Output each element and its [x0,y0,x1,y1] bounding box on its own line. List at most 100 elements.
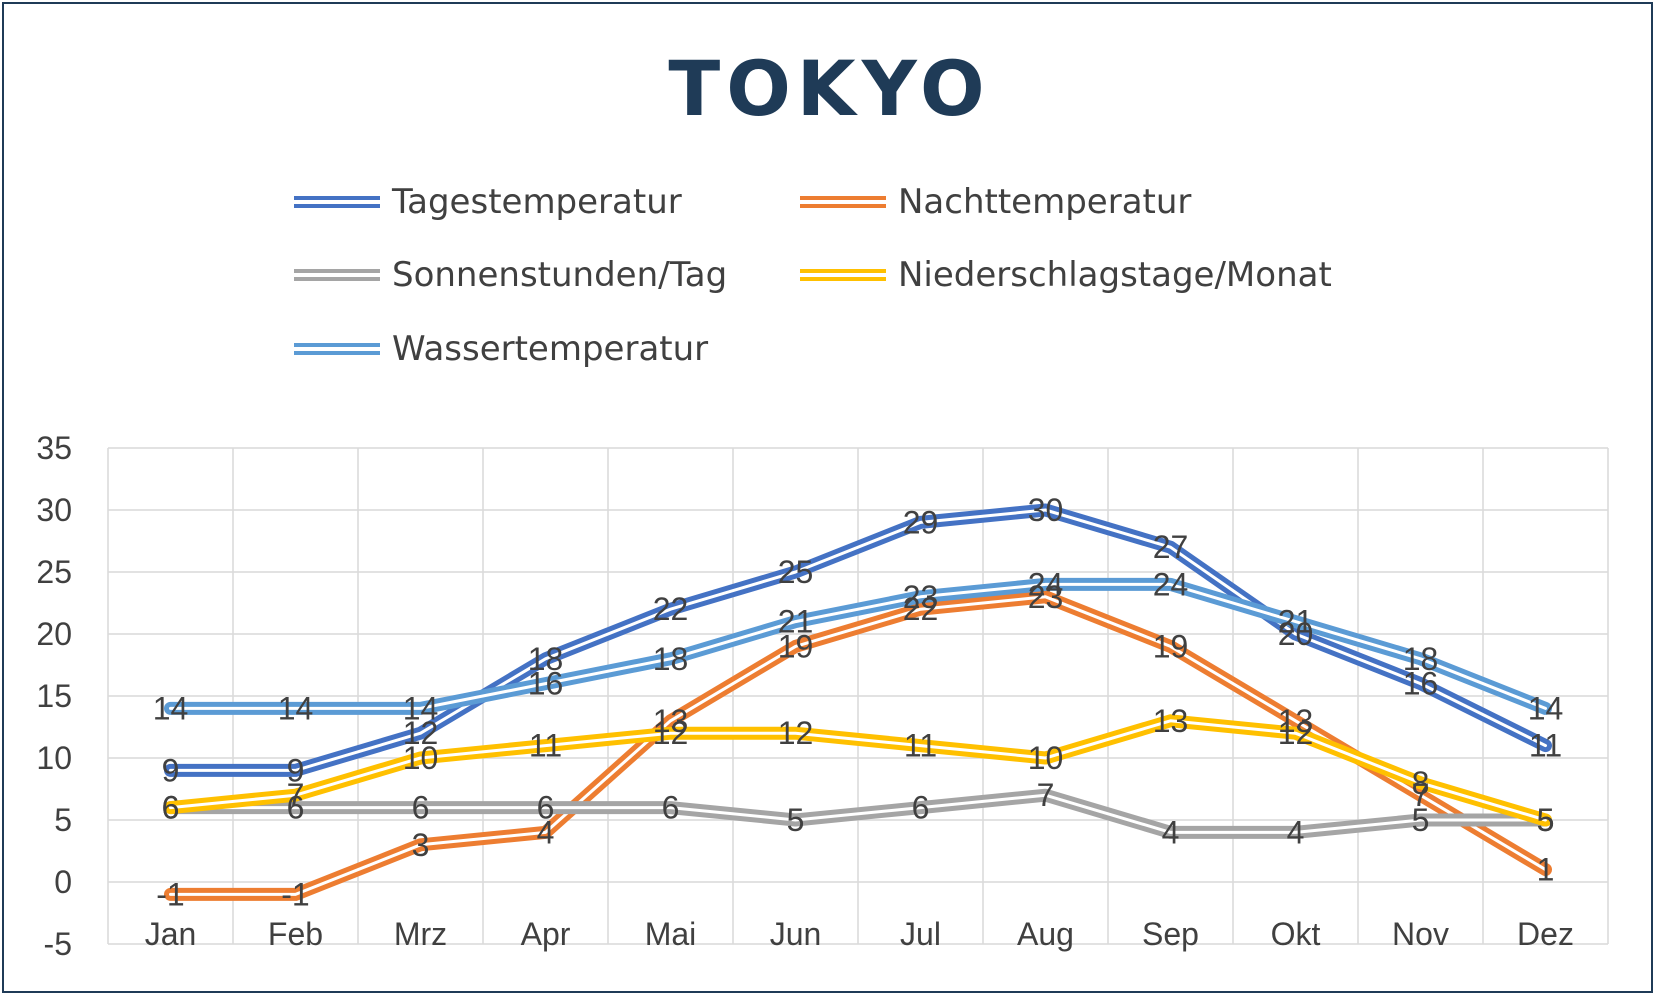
data-label: -1 [281,876,309,912]
y-tick-label: -5 [44,926,72,962]
legend-item-wassertemperatur: Wassertemperatur [294,329,708,369]
series-line-inner-tagestemperatur [169,508,1547,772]
data-label: 3 [412,827,430,863]
data-label: 13 [653,703,689,739]
data-label: 22 [903,591,939,627]
data-label: 16 [1403,666,1439,702]
data-label: 12 [403,715,439,751]
legend-item-niederschlagstage: Niederschlagstage/Monat [800,255,1332,295]
data-label: 10 [1028,740,1064,776]
data-label: 23 [903,579,939,615]
data-label: 11 [904,728,937,764]
data-label: 10 [403,740,439,776]
data-label: 21 [1278,604,1314,640]
data-label: 6 [162,790,180,826]
x-tick-label: Aug [1017,916,1074,952]
data-label: 19 [1153,628,1189,664]
legend-item-sonnenstunden: Sonnenstunden/Tag [294,255,727,295]
y-tick-label: 5 [54,802,72,838]
data-label: 14 [278,690,314,726]
data-label: 6 [412,790,430,826]
x-tick-label: Nov [1392,916,1449,952]
data-label: 7 [1037,777,1055,813]
legend-label: Sonnenstunden/Tag [392,255,728,295]
data-label: 16 [528,666,564,702]
data-label: 11 [529,728,562,764]
legend-label: Niederschlagstage/Monat [898,255,1332,295]
data-label: 9 [162,752,180,788]
x-tick-label: Sep [1142,916,1199,952]
x-tick-label: Mai [645,916,697,952]
data-label: 27 [1153,529,1189,565]
x-tick-label: Apr [521,916,571,952]
legend-swatch-wassertemperatur [294,342,380,356]
data-label: 13 [1153,703,1189,739]
legend-label: Nachttemperatur [898,182,1192,222]
y-tick-label: 15 [36,678,72,714]
data-label: 4 [1287,814,1305,850]
data-label: 21 [778,604,814,640]
x-tick-label: Okt [1271,916,1321,952]
x-tick-label: Jan [145,916,197,952]
legend-swatch-tagestemperatur [294,195,380,209]
series-line-inner-nachttemperatur [169,595,1547,896]
data-label: 5 [1537,802,1555,838]
data-label: 4 [537,814,555,850]
data-label: 12 [778,715,814,751]
x-tick-label: Jul [900,916,941,952]
legend-label: Tagestemperatur [392,182,682,222]
data-label: 24 [1028,566,1064,602]
data-label: 14 [1528,690,1564,726]
data-label: 11 [1529,728,1562,764]
data-label: 6 [162,790,180,826]
data-label: 6 [912,790,930,826]
x-tick-label: Dez [1517,916,1574,952]
data-label: -1 [156,876,184,912]
data-label: 7 [287,777,305,813]
data-label: 6 [662,790,680,826]
data-label: 13 [1278,703,1314,739]
data-label: 7 [1412,777,1430,813]
data-label: 4 [1162,814,1180,850]
data-label: 6 [537,790,555,826]
data-label: 8 [1412,765,1430,801]
chart-series-lines [164,503,1552,901]
y-tick-label: 20 [36,616,72,652]
y-tick-label: 35 [36,430,72,466]
data-label: 1 [1537,852,1555,888]
legend-swatch-niederschlagstage [800,268,886,282]
data-label: 14 [403,690,439,726]
series-line-inner-sonnenstunden-tag [169,793,1547,834]
series-line-inner-niederschlagstage-monat [169,719,1547,822]
data-label: 5 [787,802,805,838]
legend-label: Wassertemperatur [392,329,709,369]
data-label: 5 [1537,802,1555,838]
data-label: 25 [778,554,814,590]
data-label: 18 [528,641,564,677]
data-label: 24 [1153,566,1189,602]
legend-item-tagestemperatur: Tagestemperatur [294,182,682,222]
legend-swatch-sonnenstunden [294,268,380,282]
y-tick-label: 25 [36,554,72,590]
data-label: 19 [778,628,814,664]
legend-item-nachttemperatur: Nachttemperatur [800,182,1191,222]
data-label: 6 [287,790,305,826]
data-label: 22 [653,591,689,627]
legend-swatch-nachttemperatur [800,195,886,209]
series-line-inner-wassertemperatur [169,582,1547,710]
data-label: 9 [287,752,305,788]
data-label: 12 [1278,715,1314,751]
data-label: 20 [1278,616,1314,652]
x-tick-label: Feb [268,916,323,952]
data-label: 23 [1028,579,1064,615]
y-tick-label: 0 [54,864,72,900]
y-tick-label: 30 [36,492,72,528]
data-label: 14 [153,690,189,726]
data-label: 30 [1028,492,1064,528]
y-tick-label: 10 [36,740,72,776]
chart-title: TOKYO [668,44,991,133]
